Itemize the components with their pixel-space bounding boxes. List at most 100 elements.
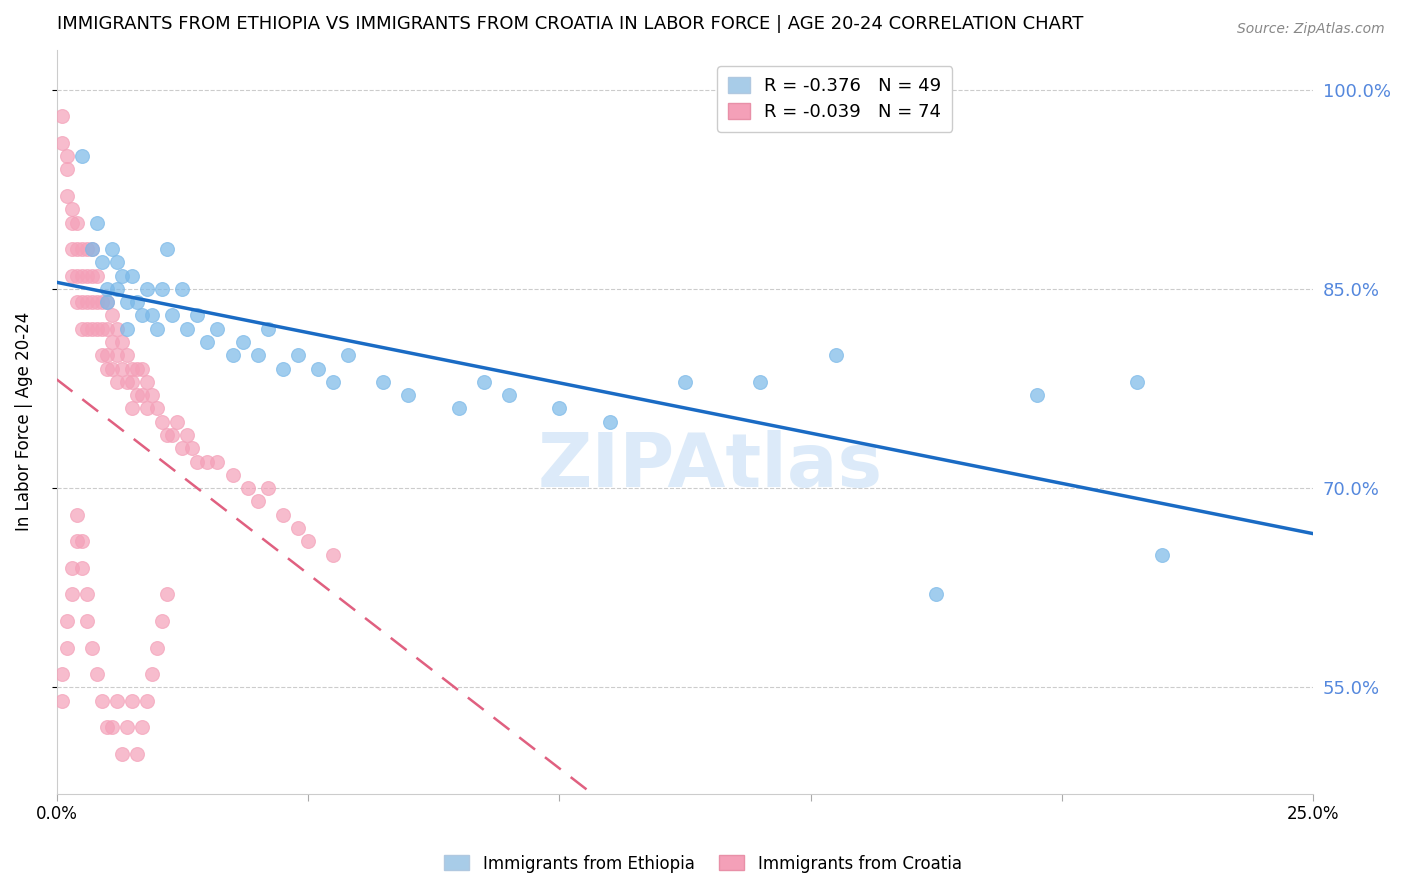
Point xyxy=(70,561,93,575)
Point xyxy=(121,375,143,389)
Point xyxy=(307,361,329,376)
Point xyxy=(111,268,134,283)
Text: IMMIGRANTS FROM ETHIOPIA VS IMMIGRANTS FROM CROATIA IN LABOR FORCE | AGE 20-24 C: IMMIGRANTS FROM ETHIOPIA VS IMMIGRANTS F… xyxy=(56,15,1083,33)
Point xyxy=(172,282,194,296)
Point xyxy=(90,322,112,336)
Point xyxy=(447,401,470,416)
Point xyxy=(141,667,163,681)
Point xyxy=(207,322,229,336)
Point xyxy=(76,587,98,601)
Point xyxy=(925,587,948,601)
Point xyxy=(105,255,128,269)
Point xyxy=(160,428,183,442)
Point xyxy=(105,694,128,708)
Point xyxy=(156,428,179,442)
Point xyxy=(70,242,93,256)
Point xyxy=(141,388,163,402)
Legend: Immigrants from Ethiopia, Immigrants from Croatia: Immigrants from Ethiopia, Immigrants fro… xyxy=(437,848,969,880)
Point xyxy=(80,268,103,283)
Point xyxy=(66,295,89,310)
Point xyxy=(125,295,148,310)
Point xyxy=(246,494,269,508)
Point xyxy=(90,255,112,269)
Point xyxy=(76,614,98,628)
Point xyxy=(111,361,134,376)
Point xyxy=(66,215,89,229)
Point xyxy=(271,508,294,522)
Point xyxy=(186,309,208,323)
Point xyxy=(221,348,243,362)
Point xyxy=(70,268,93,283)
Point xyxy=(125,361,148,376)
Point xyxy=(86,295,108,310)
Point xyxy=(66,508,89,522)
Point xyxy=(207,454,229,468)
Point xyxy=(60,202,83,217)
Point xyxy=(1152,548,1174,562)
Point xyxy=(287,348,309,362)
Point xyxy=(101,242,124,256)
Point xyxy=(121,694,143,708)
Point xyxy=(256,322,278,336)
Point xyxy=(150,282,173,296)
Point xyxy=(115,295,138,310)
Y-axis label: In Labor Force | Age 20-24: In Labor Force | Age 20-24 xyxy=(15,312,32,532)
Point xyxy=(51,667,73,681)
Point xyxy=(76,322,98,336)
Point xyxy=(337,348,360,362)
Point xyxy=(322,375,344,389)
Point xyxy=(70,322,93,336)
Point xyxy=(60,561,83,575)
Text: ZIPAtlas: ZIPAtlas xyxy=(537,430,883,503)
Point xyxy=(105,375,128,389)
Point xyxy=(673,375,696,389)
Point xyxy=(55,162,77,177)
Point xyxy=(136,401,159,416)
Point xyxy=(599,415,621,429)
Point xyxy=(96,295,118,310)
Point xyxy=(90,295,112,310)
Point xyxy=(181,442,204,456)
Point xyxy=(86,215,108,229)
Point xyxy=(398,388,420,402)
Point xyxy=(51,694,73,708)
Point xyxy=(373,375,395,389)
Point xyxy=(256,481,278,495)
Point xyxy=(121,401,143,416)
Point xyxy=(297,534,319,549)
Point xyxy=(66,534,89,549)
Point xyxy=(111,334,134,349)
Point xyxy=(96,322,118,336)
Point xyxy=(111,747,134,761)
Point xyxy=(271,361,294,376)
Point xyxy=(186,454,208,468)
Point xyxy=(86,322,108,336)
Point xyxy=(156,242,179,256)
Point xyxy=(115,348,138,362)
Point xyxy=(160,309,183,323)
Point xyxy=(146,401,169,416)
Point xyxy=(246,348,269,362)
Point xyxy=(221,467,243,482)
Point xyxy=(472,375,495,389)
Point xyxy=(60,587,83,601)
Point xyxy=(131,361,153,376)
Point xyxy=(55,149,77,163)
Point xyxy=(121,268,143,283)
Point xyxy=(176,322,198,336)
Point xyxy=(197,334,219,349)
Point xyxy=(105,322,128,336)
Point xyxy=(101,334,124,349)
Point xyxy=(105,282,128,296)
Point xyxy=(66,268,89,283)
Point xyxy=(322,548,344,562)
Point xyxy=(197,454,219,468)
Point xyxy=(498,388,520,402)
Point xyxy=(55,640,77,655)
Point xyxy=(76,242,98,256)
Point xyxy=(80,242,103,256)
Point xyxy=(90,694,112,708)
Point xyxy=(101,720,124,734)
Point xyxy=(96,295,118,310)
Point xyxy=(166,415,188,429)
